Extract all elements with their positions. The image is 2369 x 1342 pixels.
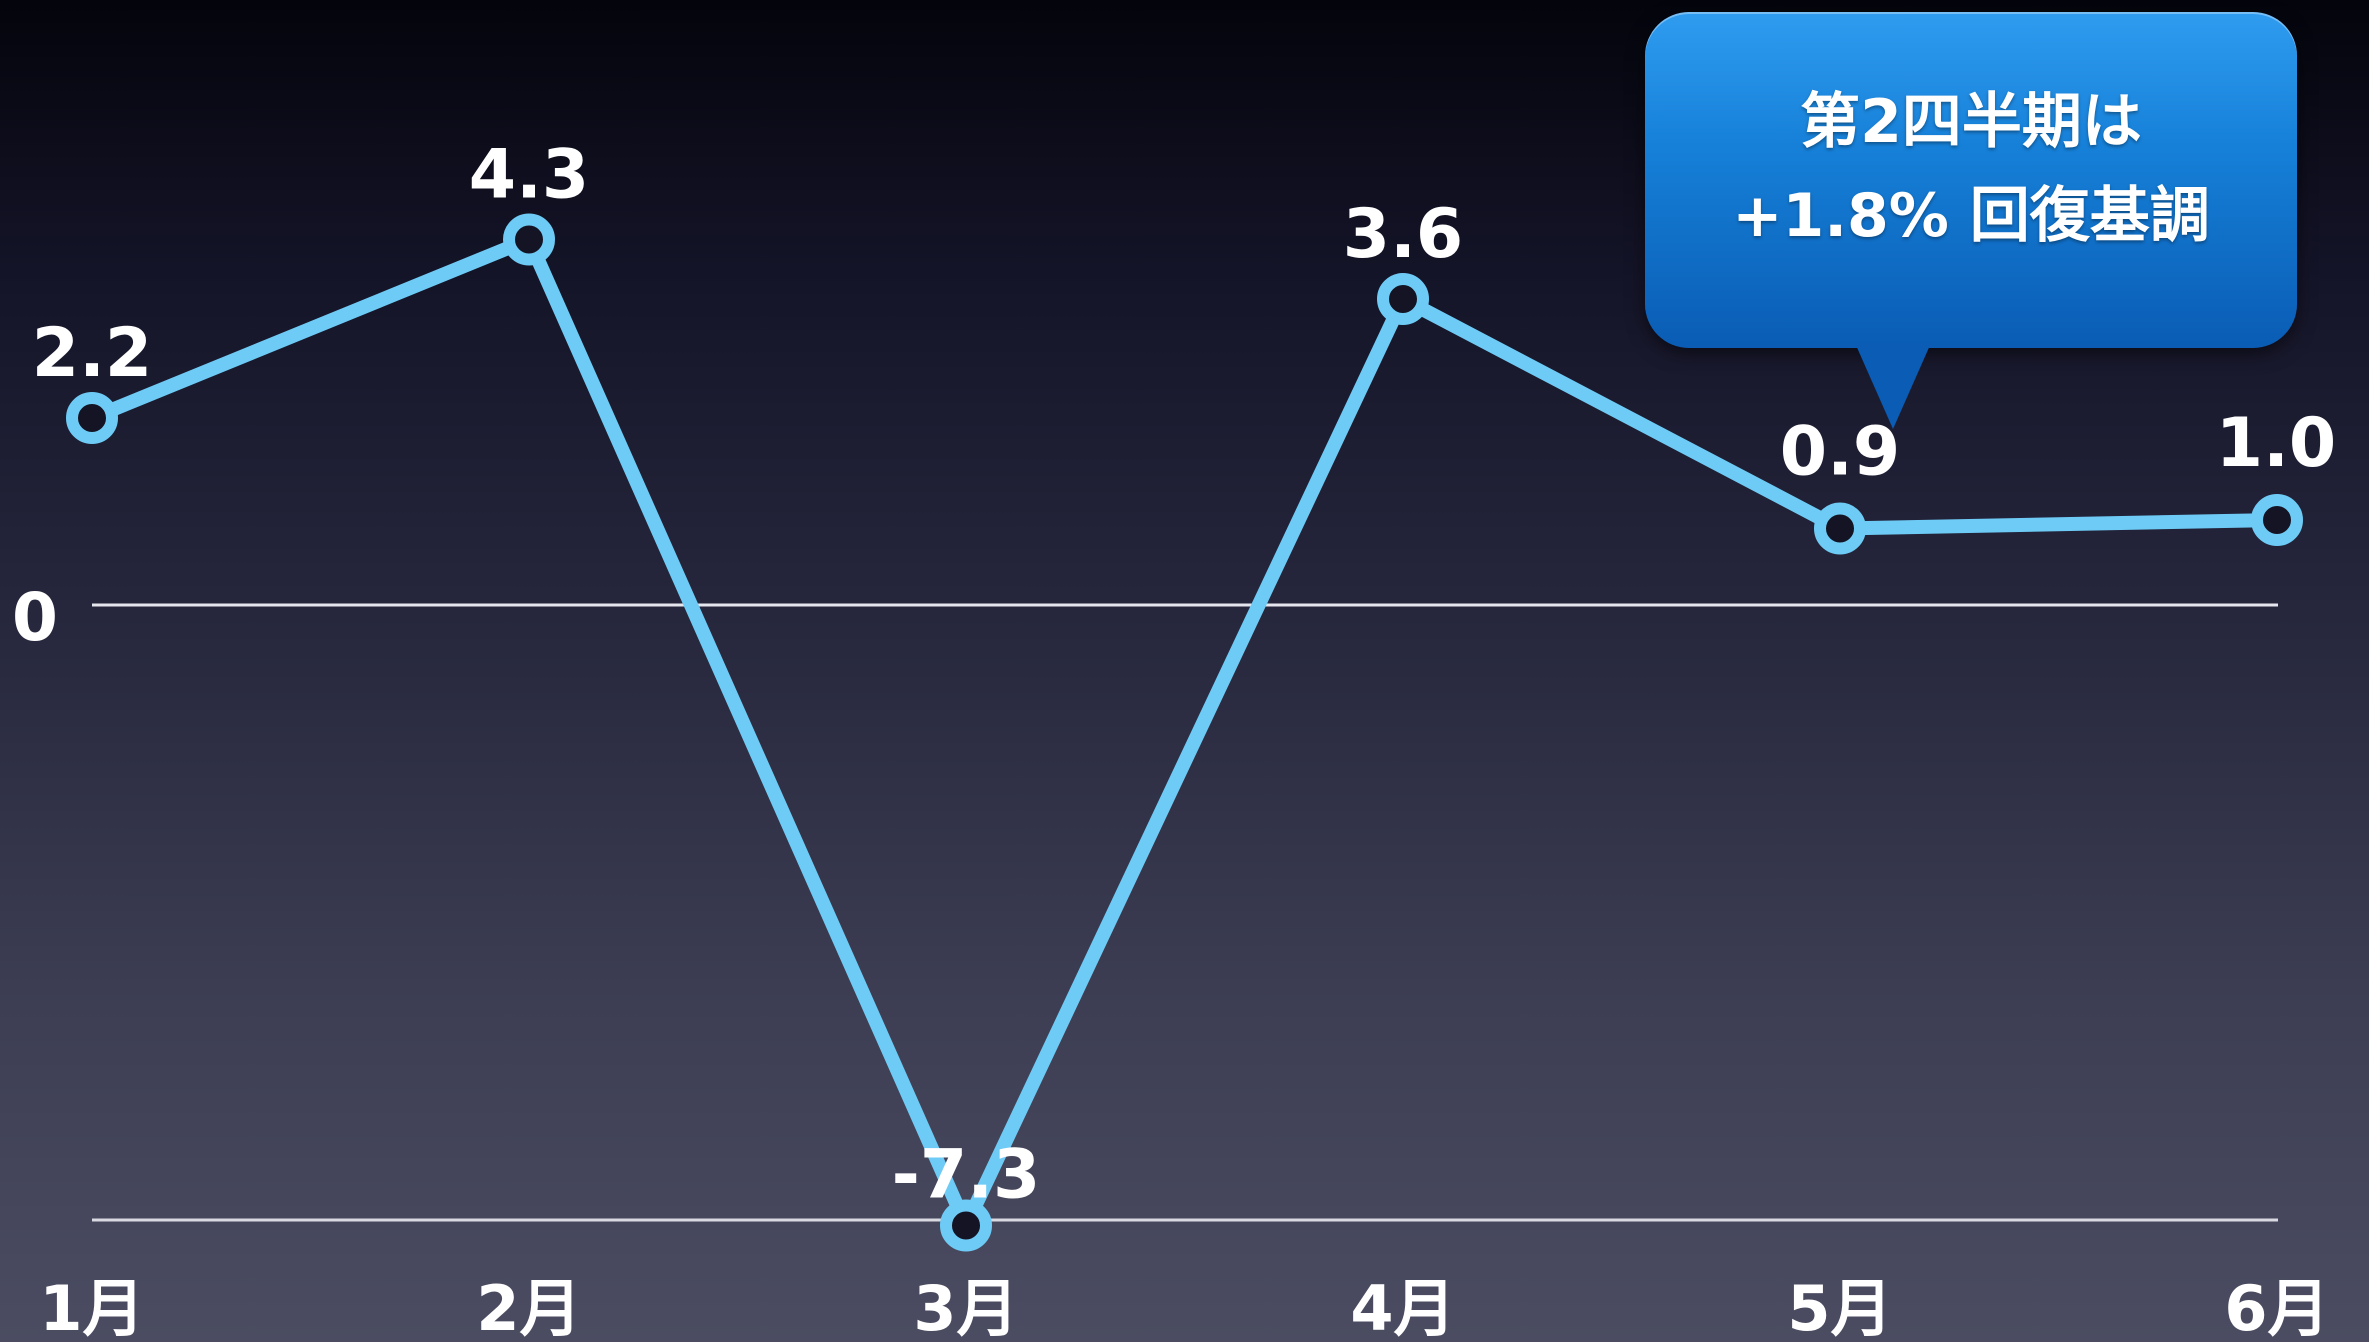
callout-box: 第2四半期は +1.8% 回復基調 [1645,12,2297,348]
point-marker-6 [2251,494,2303,546]
data-label-3: -7.3 [892,1136,1041,1215]
data-label-4: 3.6 [1343,195,1463,274]
callout-pointer [1855,343,1931,429]
point-marker-5 [1814,502,1866,555]
point-marker-1 [66,392,118,444]
series-line [85,232,2284,1233]
x-tick-label-2: 2月 [476,1272,581,1342]
point-marker-2 [503,213,555,266]
x-tick-label-4: 4月 [1350,1272,1455,1342]
point-marker-4 [1377,273,1429,325]
data-label-1: 2.2 [32,314,152,393]
x-tick-label-6: 6月 [2224,1272,2329,1342]
x-tick-label-5: 5月 [1787,1272,1892,1342]
x-tick-label-3: 3月 [913,1272,1018,1342]
data-labels: 2.24.3-7.33.60.9 1.0 [32,136,2336,1215]
point-marker-3 [940,1199,992,1252]
zero-axis-label: 0 [12,579,58,656]
callout-line-2: +1.8% 回復基調 [1732,181,2210,251]
x-axis-tick-labels: 1月 2月 3月 4月 5月 6月 [39,1272,2329,1342]
callout-line-1: 第2四半期は [1800,87,2142,157]
data-label-6: 1.0 [2216,404,2336,483]
x-tick-label-1: 1月 [39,1272,144,1342]
point-markers [66,213,2303,1252]
data-label-2: 4.3 [469,136,589,215]
